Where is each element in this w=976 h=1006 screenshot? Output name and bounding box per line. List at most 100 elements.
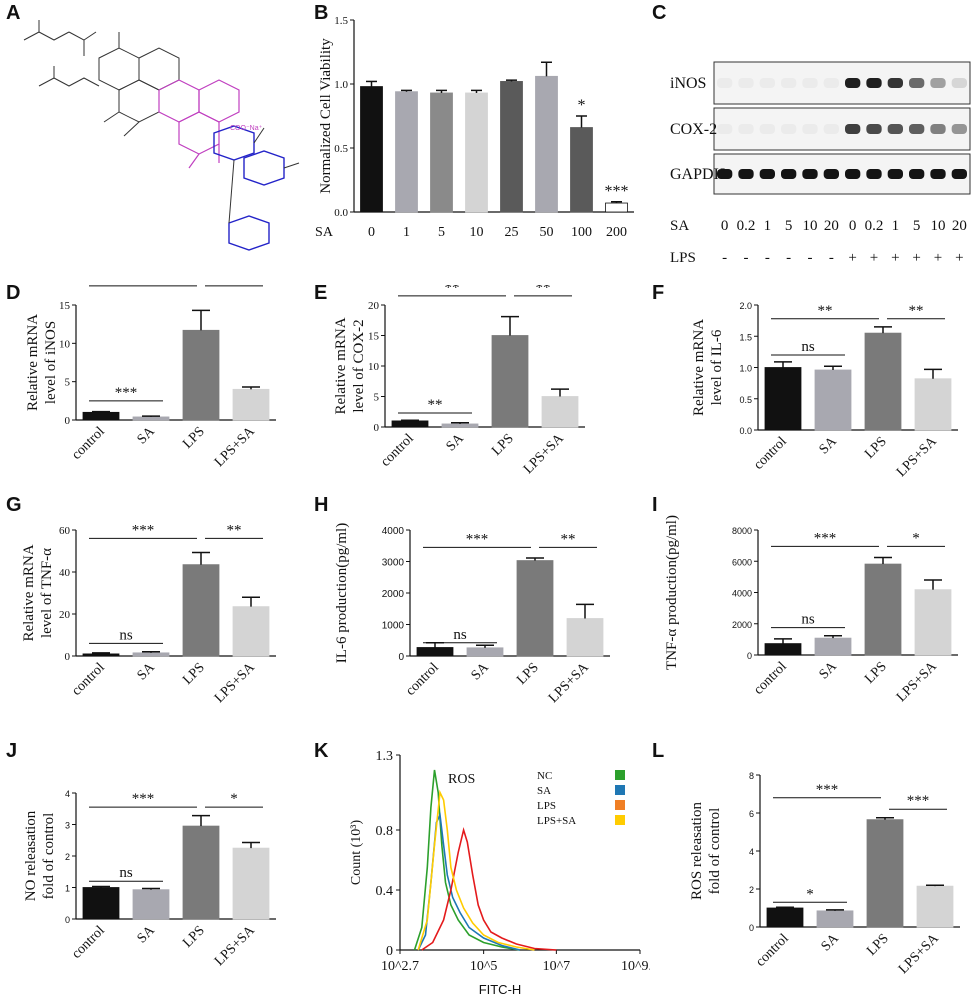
- blot-band: [738, 78, 754, 88]
- y-axis-label: ROS releasation: [689, 802, 705, 900]
- x-tick-label: 200: [606, 225, 627, 240]
- panel-letter-g: G: [6, 494, 22, 516]
- y-tick-label: 15: [59, 300, 71, 312]
- blot-lps-value: +: [912, 250, 920, 266]
- panel-letter-j: J: [6, 740, 18, 762]
- x-tick-label: LPS: [489, 431, 517, 459]
- bar: [232, 847, 270, 920]
- y-tick-label: 5: [374, 392, 380, 404]
- x-tick-label: 10: [470, 225, 484, 240]
- blot-band: [930, 78, 946, 88]
- y-axis-label: level of IL-6: [709, 329, 725, 405]
- x-tick-label: control: [753, 931, 792, 970]
- blot-band: [845, 169, 861, 179]
- bar: [914, 378, 952, 431]
- x-tick-label: 100: [571, 225, 592, 240]
- panel-letter-f: F: [652, 282, 665, 304]
- y-tick-label: 10: [368, 361, 380, 373]
- significance-label: *: [578, 97, 586, 114]
- y-tick-label: 0: [749, 923, 754, 933]
- blot-lps-value: -: [808, 250, 813, 266]
- bar: [605, 202, 628, 213]
- blot-sa-value: 10: [931, 218, 946, 234]
- bar: [465, 92, 488, 213]
- y-tick-label: 3: [65, 821, 70, 831]
- chart-l-ros-release: 0 2 4 6 8 ROS releasation fold of control contr…: [689, 771, 960, 977]
- bar: [182, 825, 220, 920]
- blot-band: [909, 124, 925, 134]
- bar: [441, 423, 479, 428]
- bar: [814, 369, 852, 431]
- blot-lps-label: LPS: [670, 250, 696, 266]
- chart-h-il6-production: 0 1000 2000 3000 4000 IL-6 production(pg/ml) c…: [334, 523, 610, 706]
- x-tick-label: 10^9.3: [621, 959, 650, 974]
- blot-strip: [713, 61, 971, 105]
- y-axis-label: Relative mRNA: [21, 544, 37, 641]
- y-tick-label: 4000: [382, 526, 405, 537]
- blot-lps-value: -: [786, 250, 791, 266]
- significance-label: ns: [801, 612, 815, 628]
- blot-sa-value: 0: [849, 218, 857, 234]
- significance-label: **: [561, 531, 576, 547]
- blot-lps-value: +: [848, 250, 856, 266]
- chemical-structure: COO⁻Na⁺: [23, 20, 300, 251]
- significance-label: *: [806, 886, 814, 902]
- panel-letter-b: B: [314, 2, 329, 24]
- y-tick-label: 8000: [732, 526, 752, 536]
- bar: [816, 910, 854, 928]
- blot-band: [759, 169, 775, 179]
- bar: [82, 653, 120, 657]
- x-tick-label: LPS+SA: [521, 431, 568, 478]
- legend-swatch: [615, 770, 625, 780]
- x-tick-label: control: [69, 424, 108, 463]
- blot-band: [866, 124, 882, 134]
- y-tick-label: 1.0: [334, 79, 348, 91]
- x-tick-label: LPS: [180, 424, 208, 452]
- y-tick-label: 0: [398, 652, 404, 663]
- x-tick-label: SA: [444, 431, 468, 455]
- blot-sa-value: 20: [824, 218, 839, 234]
- legend-label: LPS: [537, 800, 556, 812]
- blot-band-label: GAPDH: [670, 166, 726, 183]
- blot-band-label: iNOS: [670, 75, 706, 92]
- x-tick-label: 10^2.7: [381, 959, 419, 974]
- bar: [395, 91, 418, 213]
- y-axis-label: fold of control: [41, 813, 57, 900]
- y-axis-label: fold of control: [707, 808, 723, 895]
- y-tick-label: 0.4: [376, 884, 394, 899]
- y-tick-label: 40: [59, 567, 71, 579]
- significance-label: ***: [907, 793, 930, 809]
- chart-i-tnf-production: 0 2000 4000 6000 8000 TNF-α production(pg/ml)…: [664, 515, 958, 705]
- bar: [535, 75, 558, 213]
- bar: [416, 647, 454, 657]
- x-tick-label: 5: [438, 225, 445, 240]
- bar: [814, 637, 852, 656]
- blot-band: [887, 124, 903, 134]
- blot-band: [909, 169, 925, 179]
- panel-letter-h: H: [314, 494, 329, 516]
- x-tick-label: LPS: [180, 660, 208, 688]
- y-axis-label: Normalized Cell Viability: [318, 38, 334, 194]
- blot-lps-value: -: [722, 250, 727, 266]
- blot-lps-value: +: [955, 250, 963, 266]
- blot-sa-value: 5: [785, 218, 793, 234]
- blot-band: [866, 78, 882, 88]
- significance-label: **: [428, 397, 443, 413]
- y-axis-label: Relative mRNA: [25, 314, 41, 411]
- panel-letter-d: D: [6, 282, 21, 304]
- legend-swatch: [615, 815, 625, 825]
- y-tick-label: 3000: [382, 558, 405, 569]
- y-tick-label: 0: [747, 651, 752, 661]
- blot-band: [823, 169, 839, 179]
- y-tick-label: 0.0: [334, 207, 348, 219]
- x-tick-label: SA: [469, 660, 493, 684]
- x-tick-label: LPS+SA: [212, 424, 259, 471]
- x-tick-label: control: [69, 660, 108, 699]
- x-tick-label: 10^7: [543, 959, 571, 974]
- y-tick-label: 0.8: [376, 824, 394, 839]
- x-tick-label: control: [378, 431, 417, 470]
- y-tick-label: 60: [59, 525, 71, 537]
- significance-label: ***: [115, 385, 138, 401]
- x-tick-label: LPS: [180, 923, 208, 951]
